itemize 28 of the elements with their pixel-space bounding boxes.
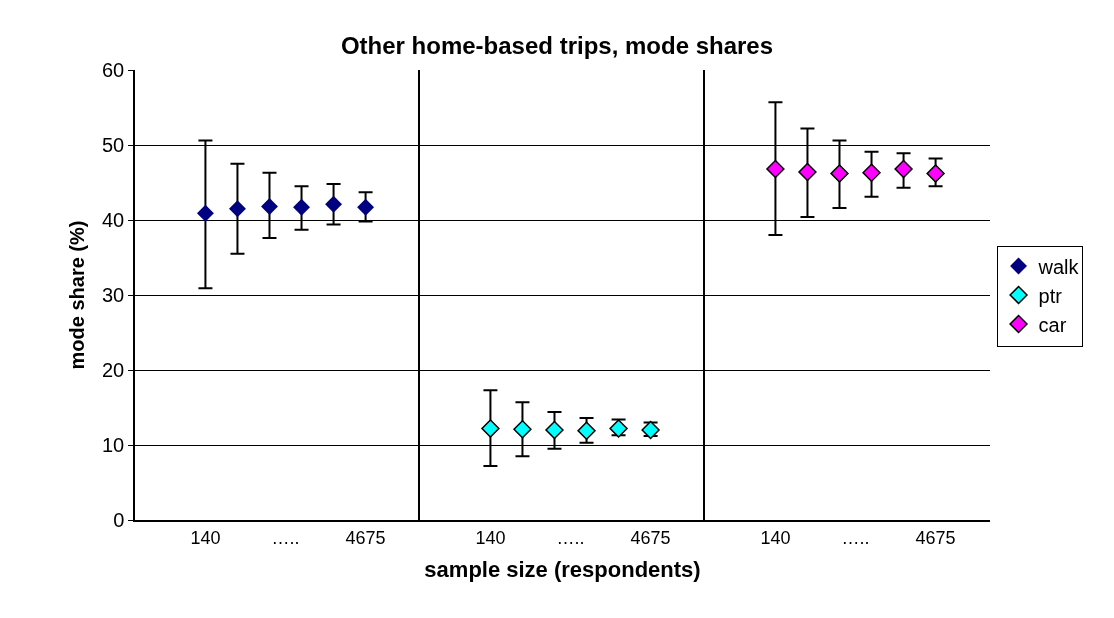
point bbox=[261, 198, 278, 215]
point bbox=[229, 200, 246, 218]
y-tick-label: 40 bbox=[102, 209, 125, 231]
y-tick-label: 20 bbox=[102, 359, 125, 381]
y-tick-label: 0 bbox=[113, 509, 125, 531]
point bbox=[325, 195, 343, 213]
x-tick-label: 140 bbox=[190, 527, 221, 548]
x-tick-label: ….. bbox=[841, 527, 870, 548]
x-tick-label: 140 bbox=[475, 527, 506, 548]
legend-label: car bbox=[1038, 313, 1067, 336]
y-tick-label: 30 bbox=[102, 284, 125, 306]
legend-label: ptr bbox=[1038, 284, 1063, 307]
x-tick-label: 4675 bbox=[915, 527, 956, 548]
point bbox=[293, 198, 310, 216]
x-tick-label: ….. bbox=[556, 527, 585, 548]
y-tick-label: 10 bbox=[102, 434, 125, 456]
x-tick-label: ….. bbox=[271, 527, 300, 548]
point bbox=[357, 198, 375, 216]
point bbox=[196, 204, 214, 222]
y-tick-label: 50 bbox=[102, 134, 125, 156]
chart-title: Other home-based trips, mode shares bbox=[340, 31, 774, 59]
x-tick-label: 4675 bbox=[345, 527, 386, 548]
x-tick-label: 4675 bbox=[630, 527, 671, 548]
legend-label: walk bbox=[1037, 255, 1080, 278]
y-tick-label: 60 bbox=[102, 59, 125, 81]
y-axis-title: mode share (%) bbox=[66, 220, 88, 370]
x-axis-title: sample size (respondents) bbox=[424, 557, 701, 582]
x-tick-label: 140 bbox=[760, 527, 791, 548]
